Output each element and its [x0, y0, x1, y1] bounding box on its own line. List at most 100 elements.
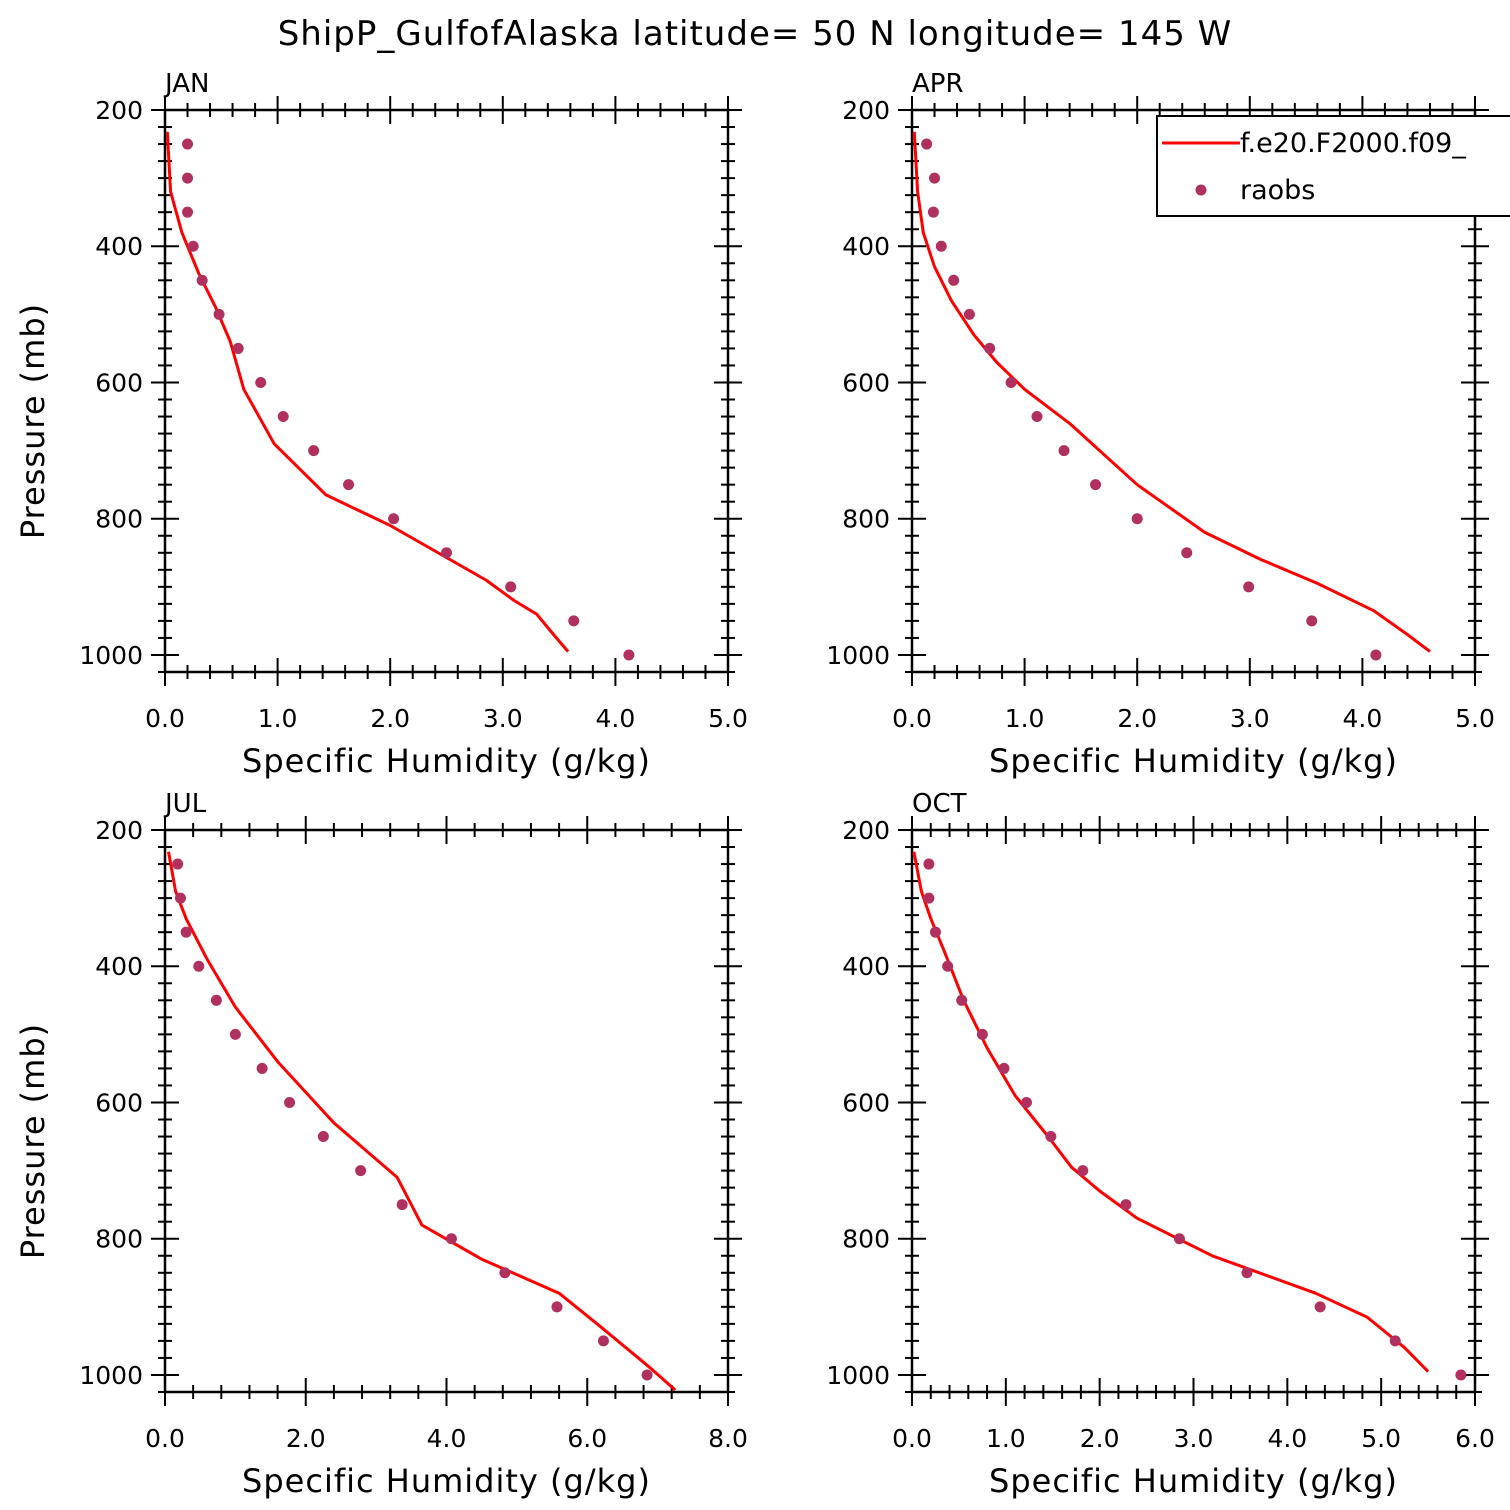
obs-point	[277, 411, 289, 423]
obs-point	[1131, 513, 1143, 525]
obs-point	[284, 1096, 296, 1108]
obs-point	[1181, 547, 1193, 559]
y-tick-label: 200	[842, 96, 890, 125]
x-tick-label: 1.0	[986, 1424, 1026, 1453]
y-axis-label: Pressure (mb)	[14, 303, 52, 539]
obs-point	[1045, 1131, 1057, 1143]
obs-point	[998, 1062, 1010, 1074]
obs-point	[187, 240, 199, 252]
x-axis-label: Specific Humidity (g/kg)	[242, 1462, 651, 1500]
obs-point	[984, 342, 996, 354]
obs-point	[948, 274, 960, 286]
panel-jul: 200 400 600 800 1000 0.0 2.0 4.0 6.0 8.0 JUL Specif…	[14, 789, 748, 1500]
obs-point	[229, 1028, 241, 1040]
y-tick-label: 800	[95, 1225, 143, 1254]
panel-apr: 200 400 600 800 1000 0.0 1.0 2.0 3.0 4.0 5.0 APR Spe…	[826, 69, 1495, 780]
model-series-line-jul	[167, 851, 677, 1392]
panel-oct: 200 400 600 800 1000 0.0 1.0 2.0 3.0 4.0 5.0 6.0 OCT…	[826, 789, 1495, 1500]
y-tick-label: 800	[842, 1225, 890, 1254]
y-tick-label: 400	[842, 952, 890, 981]
obs-point	[1306, 615, 1318, 627]
x-tick-label: 5.0	[708, 704, 748, 733]
x-axis-label: Specific Humidity (g/kg)	[989, 1462, 1398, 1500]
obs-point	[182, 138, 194, 150]
x-tick-label: 4.0	[1343, 704, 1383, 733]
obs-point	[1455, 1369, 1467, 1381]
x-tick-label: 4.0	[596, 704, 636, 733]
obs-point	[210, 994, 222, 1006]
obs-point	[172, 858, 184, 870]
x-tick-label: 3.0	[1174, 1424, 1214, 1453]
obs-point	[1370, 649, 1382, 661]
obs-point	[929, 926, 941, 938]
x-tick-label: 2.0	[286, 1424, 326, 1453]
plot-frame-jan	[163, 108, 730, 674]
legend-model-label: f.e20.F2000.f09_	[1240, 128, 1466, 159]
obs-point	[232, 342, 244, 354]
obs-point	[193, 960, 205, 972]
obs-point	[1173, 1233, 1185, 1245]
obs-point	[1243, 581, 1255, 593]
x-tick-label: 2.0	[1080, 1424, 1120, 1453]
y-tick-label: 1000	[826, 1361, 890, 1390]
panel-jan: 200 400 600 800 1000 0.0 1.0 2.0 3.0 4.0 5.0 JAN Spe…	[14, 69, 748, 780]
obs-point	[1314, 1301, 1326, 1313]
x-tick-label: 2.0	[1117, 704, 1157, 733]
obs-point	[963, 308, 975, 320]
y-tick-label: 200	[842, 816, 890, 845]
obs-point	[623, 649, 635, 661]
legend-box	[1156, 115, 1510, 217]
y-axis-label: Pressure (mb)	[14, 1023, 52, 1259]
panel-title-apr: APR	[912, 69, 964, 99]
x-tick-label: 8.0	[708, 1424, 748, 1453]
x-tick-label: 0.0	[892, 704, 932, 733]
obs-point	[1020, 1096, 1032, 1108]
panel-title-jul: JUL	[163, 789, 207, 819]
x-tick-label: 1.0	[258, 704, 298, 733]
x-tick-label: 4.0	[427, 1424, 467, 1453]
legend-obs-label: raobs	[1240, 175, 1315, 206]
x-tick-label: 3.0	[1230, 704, 1270, 733]
y-tick-label: 1000	[826, 641, 890, 670]
x-tick-label: 5.0	[1455, 704, 1495, 733]
obs-point	[929, 172, 941, 184]
obs-point	[182, 172, 194, 184]
obs-point	[396, 1199, 408, 1211]
obs-point	[597, 1335, 609, 1347]
y-tick-label: 1000	[79, 1361, 143, 1390]
obs-point	[182, 206, 194, 218]
obs-point	[1241, 1267, 1253, 1279]
figure-title: ShipP_GulfofAlaska latitude= 50 N longit…	[278, 14, 1233, 54]
obs-point	[641, 1369, 653, 1381]
obs-point	[196, 274, 208, 286]
obs-point	[1077, 1165, 1089, 1177]
obs-point	[942, 960, 954, 972]
model-series-line-apr	[912, 131, 1431, 653]
x-tick-label: 5.0	[1361, 1424, 1401, 1453]
y-tick-label: 200	[95, 96, 143, 125]
plot-frame-apr	[910, 108, 1477, 674]
obs-point	[923, 892, 935, 904]
obs-point	[976, 1028, 988, 1040]
obs-point	[317, 1131, 329, 1143]
legend-obs-marker-icon	[1195, 184, 1207, 196]
y-tick-label: 600	[95, 1088, 143, 1117]
obs-point	[568, 615, 580, 627]
obs-point	[1058, 445, 1070, 457]
obs-point	[213, 308, 225, 320]
y-tick-label: 600	[842, 1088, 890, 1117]
y-tick-label: 200	[95, 816, 143, 845]
obs-point	[505, 581, 517, 593]
obs-point	[923, 858, 935, 870]
y-tick-label: 400	[95, 952, 143, 981]
obs-point	[255, 376, 267, 388]
y-tick-label: 400	[95, 232, 143, 261]
x-axis-label: Specific Humidity (g/kg)	[242, 742, 651, 780]
x-tick-label: 6.0	[1455, 1424, 1495, 1453]
x-tick-label: 0.0	[892, 1424, 932, 1453]
obs-point	[1120, 1199, 1132, 1211]
y-tick-label: 600	[842, 368, 890, 397]
plot-frame-jul	[163, 828, 730, 1394]
x-tick-label: 0.0	[145, 704, 185, 733]
obs-point	[174, 892, 186, 904]
